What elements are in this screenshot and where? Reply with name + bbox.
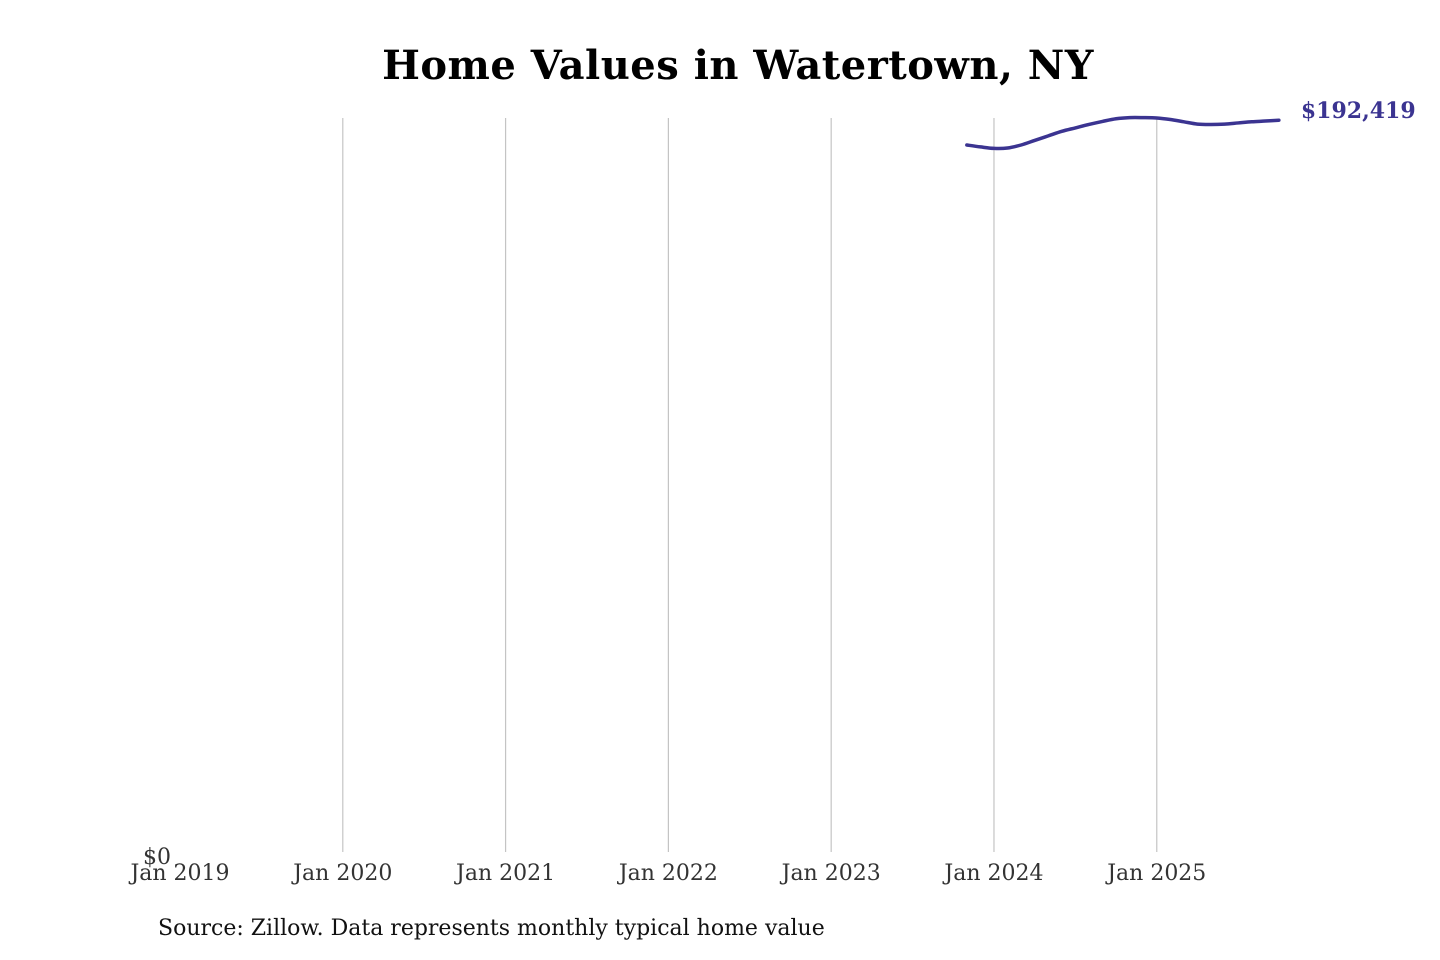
source-note: Source: Zillow. Data represents monthly … bbox=[158, 916, 825, 941]
series-lines bbox=[965, 115, 1281, 151]
axis-labels: Jan 2019 Jan 2020 Jan 2021 Jan 2022 Jan 2023… bbox=[128, 98, 1415, 886]
x-tick-label: Jan 2020 bbox=[291, 861, 392, 886]
x-tick-label: Jan 2023 bbox=[780, 861, 881, 886]
x-tick-label: Jan 2024 bbox=[942, 861, 1043, 886]
x-tick-label: Jan 2022 bbox=[617, 861, 718, 886]
x-tick-label: Jan 2019 bbox=[128, 861, 229, 886]
gridlines bbox=[342, 118, 1158, 852]
x-tick-label: Jan 2021 bbox=[454, 861, 555, 886]
chart-title: Home Values in Watertown, NY bbox=[382, 42, 1094, 89]
series-line-0 bbox=[965, 115, 1281, 151]
x-tick-label: Jan 2025 bbox=[1105, 861, 1206, 886]
y-tick-label: $0 bbox=[143, 845, 171, 870]
end-value-label: $192,419 bbox=[1301, 98, 1416, 124]
